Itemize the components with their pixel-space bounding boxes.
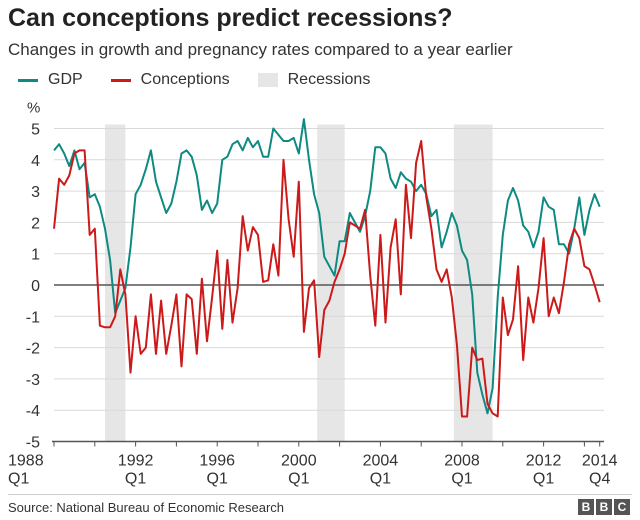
x-tick-sublabel: Q1 xyxy=(533,471,554,488)
x-tick-label: 2014 xyxy=(582,453,618,470)
plot-area: %543210-1-2-3-4-51988Q11992Q11996Q12000Q… xyxy=(8,100,618,488)
x-tick-label: 2008 xyxy=(444,453,480,470)
legend-label-conceptions: Conceptions xyxy=(140,71,230,88)
legend-swatch-conceptions xyxy=(110,78,131,82)
x-tick-label: 1992 xyxy=(118,453,154,470)
chart-subtitle: Changes in growth and pregnancy rates co… xyxy=(8,40,513,59)
x-tick-sublabel: Q1 xyxy=(125,471,146,488)
legend-item-gdp: GDP xyxy=(18,71,83,89)
recession-band xyxy=(317,124,345,442)
y-tick-label: 4 xyxy=(31,153,40,170)
y-tick-label: 3 xyxy=(31,184,40,201)
legend-item-conceptions: Conceptions xyxy=(110,71,230,89)
legend-swatch-recessions xyxy=(257,73,278,87)
recession-band xyxy=(105,124,126,442)
x-tick-sublabel: Q1 xyxy=(370,471,391,488)
legend-swatch-gdp xyxy=(18,78,38,82)
x-tick-sublabel: Q4 xyxy=(589,471,610,488)
legend-item-recessions: Recessions xyxy=(257,71,371,89)
y-axis-unit: % xyxy=(27,100,40,117)
source-note: Source: National Bureau of Economic Rese… xyxy=(8,500,285,515)
x-tick-label: 2000 xyxy=(281,453,317,470)
x-tick-sublabel: Q1 xyxy=(8,471,29,488)
x-tick-sublabel: Q1 xyxy=(288,471,309,488)
y-tick-label: -5 xyxy=(26,435,40,452)
y-tick-label: -4 xyxy=(26,403,40,420)
y-tick-label: -2 xyxy=(26,341,40,358)
y-tick-label: 0 xyxy=(31,278,40,295)
x-tick-label: 2012 xyxy=(526,453,562,470)
legend-label-gdp: GDP xyxy=(48,71,83,88)
x-tick-sublabel: Q1 xyxy=(451,471,472,488)
footer-divider xyxy=(8,494,632,495)
chart-title: Can conceptions predict recessions? xyxy=(8,4,453,32)
series-line-gdp xyxy=(53,118,601,415)
x-tick-label: 1988 xyxy=(8,453,44,470)
legend-label-recessions: Recessions xyxy=(287,71,371,88)
legend: GDP Conceptions Recessions xyxy=(18,71,398,89)
y-tick-label: 5 xyxy=(31,122,40,139)
y-tick-label: -3 xyxy=(26,372,40,389)
y-tick-label: 2 xyxy=(31,215,40,232)
y-tick-label: -1 xyxy=(26,309,40,326)
x-tick-label: 1996 xyxy=(199,453,235,470)
x-tick-label: 2004 xyxy=(363,453,399,470)
y-tick-label: 1 xyxy=(31,247,40,264)
series-line-conceptions xyxy=(53,140,601,418)
x-tick-sublabel: Q1 xyxy=(207,471,228,488)
